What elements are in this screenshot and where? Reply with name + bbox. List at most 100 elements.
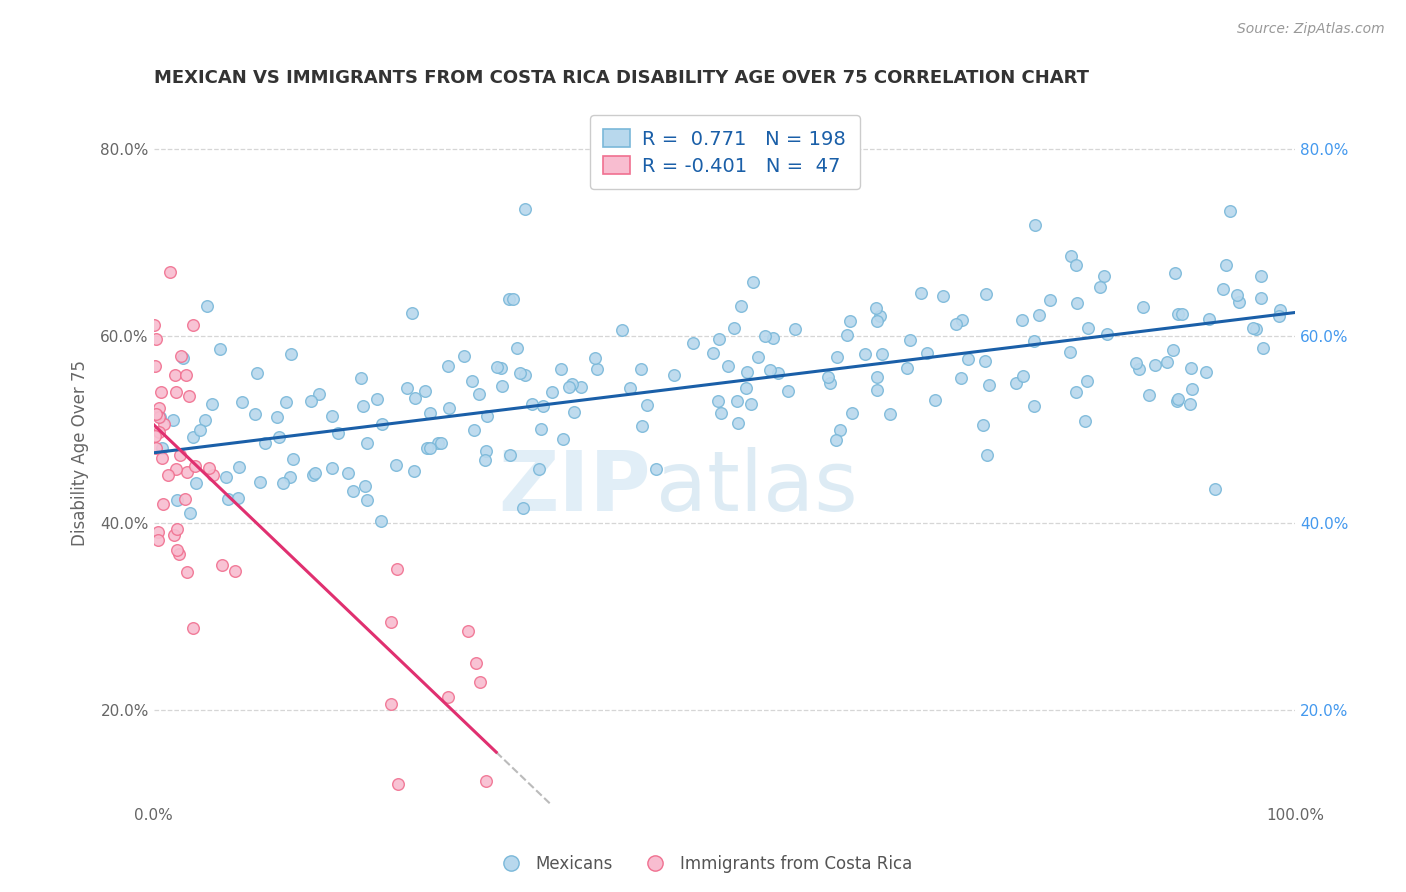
Point (1171, 307, 1194, 321)
Point (491, 378, 513, 392)
Point (380, 615, 402, 630)
Point (561, 376, 583, 391)
Point (498, 448, 520, 462)
Point (1137, 387, 1160, 401)
Point (1181, 382, 1204, 396)
Point (583, 351, 606, 365)
Text: Source: ZipAtlas.com: Source: ZipAtlas.com (1237, 22, 1385, 37)
Point (427, 435, 450, 450)
Text: MEXICAN VS IMMIGRANTS FROM COSTA RICA DISABILITY AGE OVER 75 CORRELATION CHART: MEXICAN VS IMMIGRANTS FROM COSTA RICA DI… (153, 69, 1088, 87)
Point (145, 332, 167, 346)
Point (1227, 294, 1250, 309)
Point (853, 347, 876, 361)
Point (246, 366, 269, 380)
Point (531, 399, 554, 413)
Point (530, 422, 553, 436)
Point (1074, 414, 1097, 428)
Point (337, 466, 360, 480)
Point (1022, 400, 1045, 414)
Point (1011, 313, 1033, 327)
Point (1156, 355, 1178, 369)
Point (181, 430, 204, 444)
Point (1161, 343, 1184, 358)
Point (271, 476, 294, 491)
Point (165, 462, 187, 476)
Point (762, 330, 785, 344)
Point (1005, 376, 1028, 391)
Point (502, 293, 524, 307)
Point (274, 394, 297, 409)
Point (551, 432, 574, 446)
Point (1125, 356, 1147, 370)
Y-axis label: Disability Age Over 75: Disability Age Over 75 (72, 359, 89, 546)
Point (710, 406, 733, 420)
Point (1226, 288, 1249, 302)
Point (326, 426, 349, 441)
Point (146, 533, 169, 548)
Point (707, 332, 730, 346)
Point (979, 378, 1001, 392)
Point (172, 351, 194, 366)
Point (269, 430, 291, 444)
Point (457, 624, 479, 639)
Point (356, 493, 378, 508)
Point (468, 387, 491, 401)
Point (231, 395, 253, 409)
Point (1212, 282, 1234, 296)
Point (489, 360, 512, 375)
Point (817, 369, 839, 384)
Point (194, 413, 217, 427)
Point (152, 497, 174, 511)
Point (766, 366, 789, 380)
Point (1215, 258, 1237, 272)
Point (1244, 322, 1267, 336)
Point (1092, 269, 1115, 284)
Point (631, 419, 654, 434)
Point (148, 425, 170, 439)
Point (145, 441, 167, 455)
Point (558, 380, 581, 394)
Point (586, 362, 609, 376)
Point (170, 349, 193, 363)
Point (1076, 374, 1098, 388)
Point (735, 381, 758, 395)
Point (321, 409, 343, 423)
Point (1180, 361, 1202, 376)
Point (896, 360, 918, 375)
Point (201, 397, 224, 411)
Point (148, 409, 170, 424)
Point (174, 492, 197, 507)
Point (198, 460, 221, 475)
Point (475, 443, 498, 458)
Point (1012, 369, 1035, 384)
Point (740, 397, 762, 411)
Point (195, 299, 218, 313)
Point (1097, 327, 1119, 342)
Point (1077, 320, 1099, 334)
Point (385, 562, 408, 576)
Point (949, 371, 972, 385)
Point (664, 368, 686, 382)
Point (841, 406, 863, 420)
Text: ZIP: ZIP (498, 448, 651, 528)
Point (776, 384, 799, 399)
Point (1024, 334, 1046, 349)
Point (184, 476, 207, 491)
Point (321, 460, 343, 475)
Point (183, 621, 205, 635)
Point (1250, 291, 1272, 305)
Point (156, 467, 179, 482)
Point (747, 350, 769, 364)
Point (541, 384, 564, 399)
Point (208, 342, 231, 356)
Point (215, 470, 238, 484)
Point (370, 514, 392, 528)
Point (957, 351, 980, 366)
Point (1088, 280, 1111, 294)
Point (1219, 203, 1241, 218)
Point (509, 366, 531, 380)
Point (243, 407, 266, 421)
Point (898, 333, 921, 347)
Point (636, 398, 658, 412)
Point (1039, 293, 1062, 307)
